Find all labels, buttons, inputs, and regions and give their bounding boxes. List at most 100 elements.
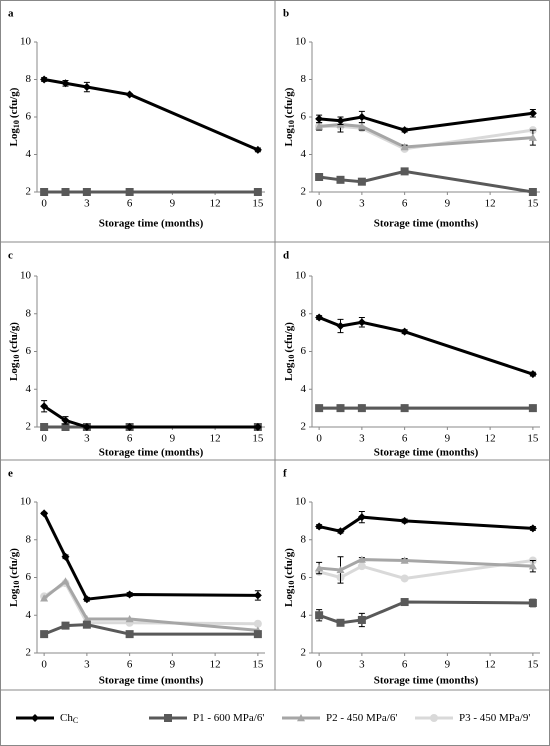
x-tick-label: 12: [485, 433, 496, 445]
x-tick-label: 3: [84, 433, 90, 445]
marker: [336, 527, 345, 536]
marker: [40, 423, 49, 431]
marker: [357, 318, 366, 327]
marker: [400, 143, 409, 151]
series-line: [43, 581, 258, 626]
marker: [357, 513, 366, 522]
x-tick-label: 0: [41, 433, 47, 445]
y-label-text: Log: [283, 362, 295, 381]
y-label-subscript: 10: [12, 355, 21, 363]
marker: [400, 404, 409, 413]
marker: [253, 188, 262, 196]
x-axis-label: Storage time (months): [374, 447, 479, 459]
y-axis-label: Log10 (cfu/g): [8, 322, 21, 381]
marker: [315, 522, 324, 531]
marker: [82, 188, 91, 196]
marker: [40, 75, 49, 84]
x-tick-label: 6: [127, 198, 133, 210]
marker: [164, 714, 172, 722]
y-label-subscript: 10: [12, 581, 21, 589]
y-tick-label: 6: [26, 345, 32, 357]
y-tick-label: 10: [20, 36, 32, 48]
series-line: [318, 600, 533, 625]
marker: [400, 516, 409, 525]
y-tick-label: 10: [20, 270, 32, 282]
y-label-unit: (cfu/g): [283, 322, 295, 353]
marker: [315, 173, 324, 181]
x-axis-label: Storage time (months): [374, 218, 479, 230]
legend-label: P2 - 450 MPa/6': [326, 712, 397, 724]
x-tick-label: 15: [527, 198, 539, 210]
marker: [400, 327, 409, 336]
marker: [336, 404, 345, 413]
y-tick-label: 4: [26, 383, 32, 395]
y-label-unit: (cfu/g): [8, 322, 20, 353]
y-label-text: Log: [8, 362, 20, 381]
x-tick-label: 6: [127, 659, 133, 671]
marker: [528, 562, 537, 570]
marker: [315, 313, 324, 322]
y-tick-label: 2: [301, 186, 307, 198]
marker: [336, 175, 345, 184]
y-tick-label: 8: [301, 533, 307, 545]
marker: [528, 109, 537, 118]
marker: [82, 83, 91, 91]
y-axis-label: Log10 (cfu/g): [8, 548, 21, 607]
x-tick-label: 0: [316, 659, 322, 671]
marker: [253, 423, 262, 431]
y-tick-label: 10: [20, 496, 32, 508]
marker: [400, 598, 409, 607]
x-tick-label: 6: [402, 433, 408, 445]
marker: [336, 565, 345, 574]
y-tick-label: 6: [301, 111, 307, 123]
x-tick-label: 0: [41, 198, 47, 210]
y-label-unit: (cfu/g): [8, 548, 20, 579]
x-axis-label: Storage time (months): [99, 218, 204, 230]
marker: [61, 188, 70, 196]
x-axis-label: Storage time (months): [374, 675, 479, 687]
panel-label: f: [283, 468, 287, 480]
x-tick-label: 9: [170, 198, 176, 210]
marker: [125, 423, 134, 431]
marker: [61, 79, 70, 88]
x-tick-label: 9: [170, 433, 176, 445]
marker: [528, 404, 537, 413]
marker: [357, 177, 366, 186]
y-tick-label: 2: [301, 647, 307, 659]
y-label-text: Log: [283, 128, 295, 147]
legend-subscript: C: [73, 716, 78, 725]
marker: [253, 591, 262, 600]
marker: [528, 188, 537, 196]
y-tick-label: 6: [26, 571, 32, 583]
marker: [357, 113, 366, 121]
marker: [40, 188, 49, 196]
legend-name: P2 - 450 MPa/6': [326, 712, 397, 724]
panel-label: a: [8, 8, 14, 20]
marker: [315, 404, 324, 413]
y-axis-label: Log10 (cfu/g): [283, 87, 296, 146]
x-tick-label: 3: [84, 198, 90, 210]
x-tick-label: 15: [252, 433, 264, 445]
x-axis-label: Storage time (months): [99, 675, 204, 687]
series-line: [43, 404, 258, 429]
x-tick-label: 12: [210, 198, 221, 210]
x-axis-label: Storage time (months): [99, 447, 204, 459]
y-tick-label: 6: [26, 111, 32, 123]
y-tick-label: 2: [26, 421, 32, 433]
marker: [125, 188, 134, 196]
y-tick-label: 4: [301, 148, 307, 160]
x-tick-label: 0: [316, 198, 322, 210]
marker: [253, 619, 262, 628]
marker: [357, 122, 366, 130]
panel-label: b: [283, 8, 289, 20]
marker: [336, 618, 345, 627]
marker: [357, 562, 366, 571]
marker: [430, 714, 438, 722]
series-line: [318, 558, 533, 572]
y-tick-label: 4: [26, 609, 32, 621]
marker: [253, 145, 262, 154]
marker: [528, 133, 537, 141]
y-axis-label: Log10 (cfu/g): [283, 322, 296, 381]
series-line: [43, 78, 259, 152]
marker: [400, 574, 409, 583]
